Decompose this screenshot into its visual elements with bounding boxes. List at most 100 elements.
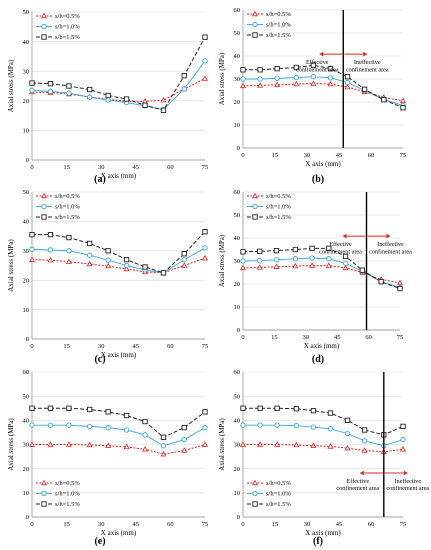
x-tick-label: 0	[241, 521, 244, 528]
y-tick-label: 10	[234, 122, 241, 129]
ineffective-confinement-label: Ineffective confinement area	[386, 478, 429, 492]
x-tick-label: 45	[133, 164, 140, 171]
data-point-s05	[310, 442, 317, 448]
series-line-s10	[32, 424, 206, 447]
data-point-s10	[293, 422, 299, 429]
y-tick-label: 40	[234, 53, 241, 60]
x-tick-label: 75	[202, 521, 209, 528]
x-tick-label: 15	[63, 521, 70, 528]
data-point-s10	[47, 422, 54, 428]
effective-area-arrowhead	[342, 233, 347, 239]
x-tick-label: 0	[30, 343, 33, 350]
data-point-s10	[257, 76, 263, 82]
legend-marker-s05	[252, 10, 258, 17]
x-tick-label: 45	[133, 521, 140, 528]
y-tick-label: 0	[237, 514, 240, 521]
chart-panel-e: 0 10 20 30 40 50 60 0 15 30 45 60 75 X axis (mm) Axial…	[7, 369, 208, 537]
y-tick-label: 50	[234, 393, 241, 400]
data-point-s10	[273, 257, 280, 263]
y-tick-label: 10	[234, 304, 241, 311]
x-axis-label: X axis (mm)	[304, 342, 340, 350]
data-point-s15	[397, 285, 403, 292]
x-tick-label: 15	[272, 152, 279, 159]
x-tick-label: 45	[133, 343, 140, 350]
x-tick-label: 30	[98, 164, 105, 171]
data-point-s10	[293, 74, 299, 81]
x-tick-label: 30	[98, 343, 105, 350]
data-point-s15	[105, 248, 111, 254]
y-tick-label: 40	[23, 39, 30, 46]
data-point-s15	[327, 410, 334, 416]
data-point-s10	[123, 427, 130, 433]
legend-label-s05: s/h=0.5%	[266, 480, 291, 487]
data-point-s10	[29, 246, 35, 252]
data-point-s15	[273, 247, 280, 254]
data-point-s10	[240, 422, 246, 428]
data-point-s15	[181, 251, 187, 257]
series-line-s05	[243, 444, 404, 453]
data-point-s05	[273, 263, 280, 269]
legend-marker-s15	[41, 34, 47, 40]
y-axis-label: Axial stress (MPa)	[7, 418, 15, 471]
legend-marker-s05	[252, 479, 258, 486]
y-tick-label: 60	[23, 369, 30, 376]
data-point-s15	[310, 62, 317, 68]
x-tick-label: 75	[202, 343, 209, 350]
effective-confinement-label-line: confinement area	[319, 248, 362, 255]
legend-label-s10: s/h=1.0%	[266, 204, 291, 211]
x-tick-label: 60	[167, 164, 174, 171]
effective-area-arrowhead	[359, 470, 364, 476]
legend-label-s10: s/h=1.0%	[55, 491, 80, 498]
data-point-s15	[87, 406, 93, 413]
effective-confinement-label: Effective confinement area	[336, 478, 379, 492]
series-line-s10	[31, 247, 206, 274]
series-line-s15	[32, 231, 206, 274]
effective-confinement-label-line: Effective	[347, 478, 370, 485]
x-tick-label: 45	[336, 521, 343, 528]
data-point-s15	[381, 97, 387, 103]
data-point-s15	[400, 423, 406, 430]
legend-label-s15: s/h=1.5%	[55, 501, 80, 508]
data-point-s05	[202, 254, 208, 261]
legend-marker-s10	[252, 21, 258, 28]
data-point-s05	[293, 441, 300, 448]
data-point-s15	[202, 409, 208, 415]
x-tick-label: 30	[303, 334, 310, 341]
legend-marker-s10	[41, 490, 47, 497]
y-tick-label: 20	[23, 98, 30, 105]
data-point-s15	[47, 405, 54, 411]
legend-marker-s05	[41, 12, 47, 19]
data-point-s15	[142, 102, 148, 108]
data-point-s05	[29, 441, 35, 447]
series-line-s10	[242, 257, 401, 288]
data-point-s05	[181, 262, 188, 268]
panel-caption-c: (c)	[94, 354, 105, 365]
panel-caption-d: (d)	[312, 354, 324, 365]
data-point-s10	[257, 257, 263, 264]
y-tick-label: 50	[23, 189, 30, 196]
y-tick-label: 20	[23, 277, 30, 284]
data-point-s15	[181, 424, 187, 431]
x-tick-label: 75	[397, 334, 404, 341]
effective-confinement-label-line: confinement area	[336, 485, 379, 492]
data-point-s10	[326, 256, 332, 262]
x-tick-label: 30	[304, 521, 311, 528]
y-tick-label: 10	[23, 307, 30, 314]
ineffective-confinement-label-line: confinement area	[346, 66, 389, 73]
y-tick-label: 40	[234, 235, 241, 242]
x-tick-label: 0	[30, 521, 33, 528]
ineffective-confinement-label: Ineffective confinement area	[369, 241, 412, 255]
effective-confinement-label-line: confinement area	[296, 66, 339, 73]
panel-caption-e: (e)	[94, 536, 105, 547]
legend-marker-s10	[41, 203, 47, 210]
data-point-s10	[105, 424, 111, 431]
data-point-s15	[29, 231, 35, 238]
data-point-s05	[327, 80, 334, 87]
legend-marker-s15	[252, 32, 258, 38]
legend-label-s05: s/h=0.5%	[266, 11, 291, 18]
data-point-s15	[310, 408, 317, 414]
y-axis-label: Axial stress (MPa)	[7, 239, 15, 292]
data-point-s05	[160, 450, 167, 457]
data-point-s15	[361, 427, 368, 433]
